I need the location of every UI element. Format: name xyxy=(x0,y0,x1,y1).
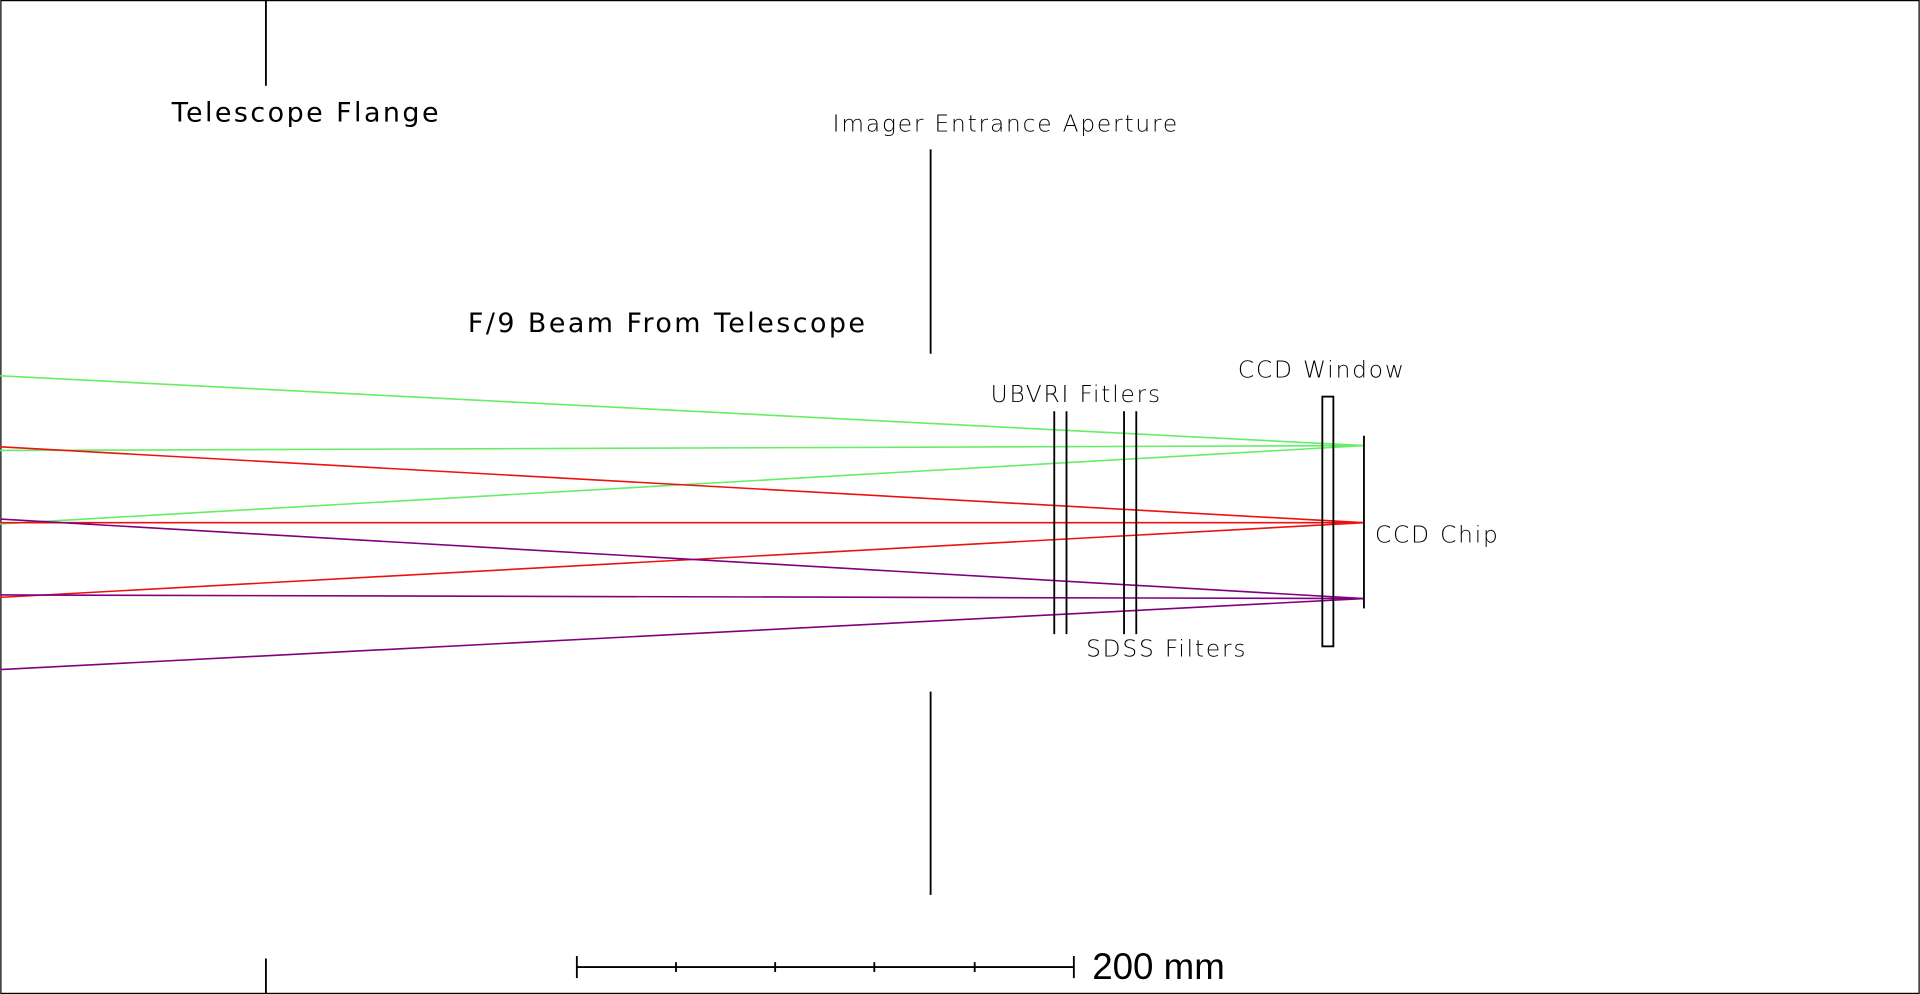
label: CCD Chip xyxy=(1375,522,1500,549)
label: UBVRI Fitlers xyxy=(991,381,1162,408)
label: F/9 Beam From Telescope xyxy=(468,308,868,339)
label: Imager Entrance Aperture xyxy=(833,110,1179,137)
label: SDSS Filters xyxy=(1086,636,1247,663)
label: Telescope Flange xyxy=(171,97,441,128)
ccd-window xyxy=(1321,395,1335,648)
label: CCD Window xyxy=(1238,356,1406,383)
scale-label: 200 mm xyxy=(1092,946,1225,987)
scale-bar xyxy=(575,956,1075,979)
